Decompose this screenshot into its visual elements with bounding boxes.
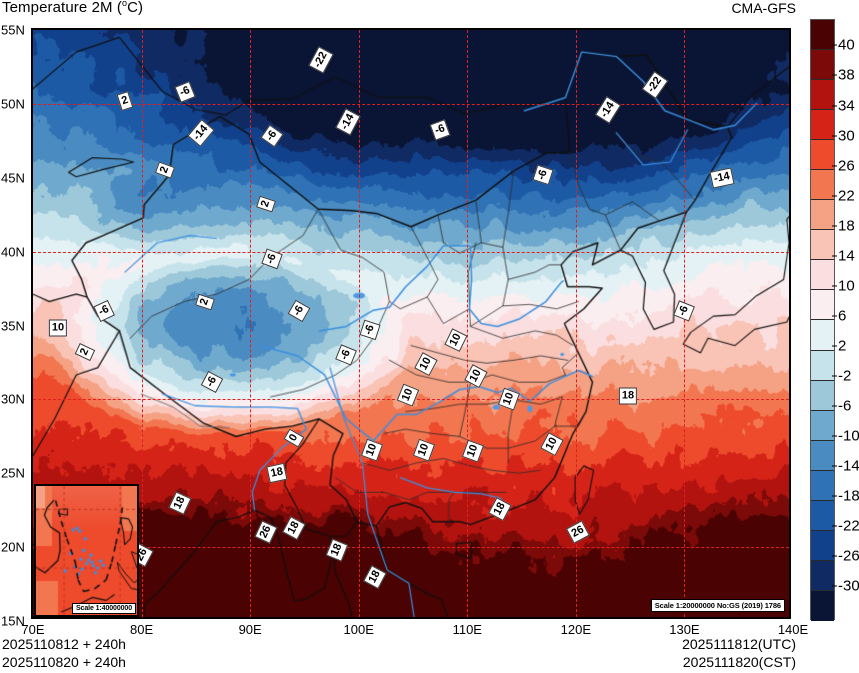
south-china-sea-inset[interactable]: Scale 1:40000000 [34,484,139,617]
colorbar-tickmark [832,255,837,257]
lat-tick-45N: 45N [1,170,25,186]
colorbar-segment [811,530,834,561]
colorbar-tick--10: -10 [838,427,859,445]
colorbar-tick-38: 38 [838,66,855,84]
lon-tick-70E: 70E [21,622,45,637]
colorbar-tickmark [832,585,837,587]
colorbar-tickmark [832,555,837,557]
colorbar-tickmark [832,225,837,227]
colorbar-segment [811,140,834,171]
colorbar [810,19,835,621]
colorbar-segment [811,410,834,441]
lat-tick-15N: 15N [1,613,25,629]
colorbar-segment [811,260,834,291]
colorbar-tickmark [832,74,837,76]
colorbar-tick--6: -6 [838,397,852,415]
colorbar-tick--14: -14 [838,457,859,475]
contour-label: 10 [48,319,68,337]
lon-tick-130E: 130E [669,622,700,637]
colorbar-tick-2: 2 [838,337,847,355]
colorbar-tick-14: 14 [838,247,855,265]
lat-tick-35N: 35N [1,318,25,333]
colorbar-tick--30: -30 [838,577,859,595]
colorbar-tick--2: -2 [838,367,852,385]
init-time-cst: 2025110820 + 240h [2,654,126,670]
lat-tick-30N: 30N [1,391,25,407]
colorbar-tick-18: 18 [838,217,855,235]
lon-tick-110E: 110E [452,622,482,637]
lat-tick-55N: 55N [1,22,25,38]
colorbar-ticks: 40 38 34 30 26 22 18 14 10 6 2 -2 -6 -10 -14 -18 -22 -26 -… [832,19,859,620]
colorbar-tickmark [832,285,837,287]
colorbar-tickmark [832,375,837,377]
colorbar-segment [811,470,834,501]
init-time-utc: 2025110812 + 240h [2,636,126,652]
lat-tick-25N: 25N [1,465,25,481]
colorbar-tickmark [832,195,837,197]
colorbar-segment [811,350,834,381]
valid-time-utc: 2025111812(UTC) [682,636,796,652]
colorbar-tickmark [832,465,837,467]
colorbar-segment [811,200,834,231]
colorbar-segment [811,50,834,81]
colorbar-tickmark [832,315,837,317]
colorbar-tickmark [832,435,837,437]
degree-symbol: o [121,0,128,8]
colorbar-segment [811,80,834,111]
map-canvas-frame[interactable]: 2 -6 -22 -14 -6 -14 -6 -22 -14 2 2 -6 -14 -6 2 -6 -6 10 2-… [31,28,791,619]
colorbar-tick-30: 30 [838,127,855,145]
page-title-suffix: C) [127,0,144,16]
model-label: CMA-GFS [731,0,796,16]
colorbar-tick-10: 10 [838,277,855,295]
colorbar-segment [811,440,834,471]
colorbar-tick--18: -18 [838,487,859,505]
lon-tick-90E: 90E [238,622,262,637]
colorbar-tick--22: -22 [838,517,859,535]
lon-tick-100E: 100E [343,622,374,637]
lat-tick-50N: 50N [1,96,25,112]
valid-time-cst: 2025111820(CST) [682,654,796,670]
colorbar-segment [811,20,834,51]
colorbar-segment [811,560,834,591]
colorbar-segment [811,290,834,321]
colorbar-segment [811,110,834,141]
inset-scale-note: Scale 1:40000000 [71,603,136,614]
colorbar-tickmark [832,345,837,347]
contour-label: 18 [618,387,638,405]
lat-tick-20N: 20N [1,539,25,555]
inset-temperature-field [36,486,137,615]
temperature-field [33,30,789,617]
colorbar-segment [811,590,834,621]
colorbar-tick--26: -26 [838,547,859,565]
lon-tick-80E: 80E [129,622,154,637]
colorbar-tick-22: 22 [838,187,855,205]
colorbar-segment [811,500,834,531]
lon-tick-140E: 140E [777,622,809,637]
colorbar-tickmark [832,135,837,137]
colorbar-tick-26: 26 [838,157,855,175]
map-scale-note: Scale 1:20000000 No:GS (2019) 1786 [650,599,785,612]
colorbar-segment [811,320,834,351]
colorbar-segment [811,380,834,411]
colorbar-tickmark [832,525,837,527]
colorbar-tick-34: 34 [838,97,855,115]
colorbar-tickmark [832,405,837,407]
lat-tick-40N: 40N [1,244,25,260]
colorbar-tickmark [832,105,837,107]
colorbar-tickmark [832,165,837,167]
colorbar-segment [811,230,834,261]
lon-tick-120E: 120E [560,622,592,637]
colorbar-tickmark [832,44,837,46]
colorbar-tick-40: 40 [838,36,855,54]
colorbar-tickmark [832,495,837,497]
page-title: Temperature 2M (oC) [2,0,143,16]
page-title-prefix: Temperature 2M ( [2,0,122,16]
colorbar-segment [811,170,834,201]
colorbar-tick-6: 6 [838,307,847,325]
